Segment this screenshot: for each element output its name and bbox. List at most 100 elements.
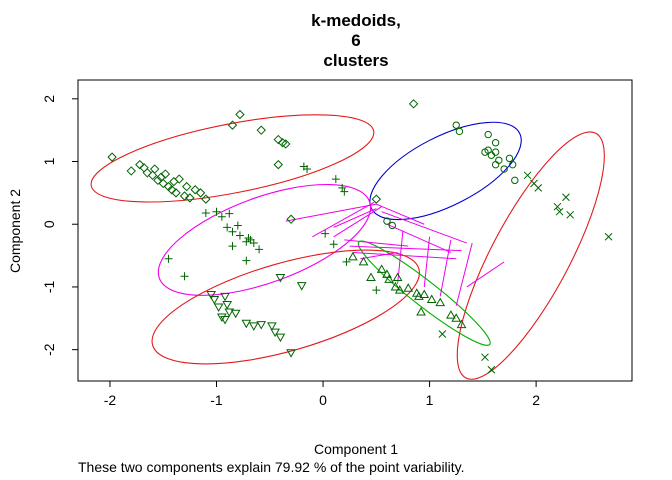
point-triangle-up <box>382 269 392 278</box>
cluster-link-line <box>360 251 398 260</box>
point-x <box>553 202 562 211</box>
point-circle <box>491 139 500 147</box>
point-triangle-down <box>241 319 252 329</box>
point-triangle-up <box>416 307 426 316</box>
point-circle <box>481 148 489 156</box>
point-plus <box>372 286 381 295</box>
cluster-link-line <box>312 201 375 238</box>
point-diamond <box>235 109 245 120</box>
cluster-link-line <box>439 239 452 297</box>
cluster-ellipse-3 <box>456 131 605 380</box>
point-circle <box>487 151 496 159</box>
point-diamond <box>147 170 158 181</box>
point-plus <box>164 254 173 263</box>
point-diamond <box>195 188 206 198</box>
x-axis: -2 -1 0 1 2 <box>104 380 540 408</box>
point-triangle-down <box>222 300 233 310</box>
point-x <box>534 184 543 192</box>
point-diamond <box>371 194 382 204</box>
point-triangle-up <box>426 294 437 303</box>
point-diamond <box>277 138 288 148</box>
point-triangle-up <box>358 256 369 266</box>
point-diamond <box>150 164 160 174</box>
point-diamond <box>167 185 177 195</box>
point-triangle-down <box>286 349 296 358</box>
chart-title: k-medoids, 6 clusters <box>311 11 401 70</box>
point-plus <box>331 175 340 184</box>
point-diamond <box>273 134 283 145</box>
point-diamond <box>171 188 181 198</box>
y-tick-label: 0 <box>41 220 57 228</box>
point-triangle-down <box>256 321 267 330</box>
point-triangle-up <box>451 313 462 322</box>
cluster-ellipse-2 <box>369 121 522 221</box>
point-circle <box>484 130 492 139</box>
cluster-link-line <box>333 208 377 228</box>
cluster-link-line <box>333 206 382 238</box>
point-plus <box>212 207 221 216</box>
point-plus <box>228 242 237 251</box>
point-diamond <box>256 125 266 135</box>
point-triangle-up <box>456 319 467 329</box>
point-plus <box>228 227 237 236</box>
point-triangle-down <box>267 322 277 331</box>
title-line-1: k-medoids, <box>311 11 401 30</box>
cluster-ellipse-5 <box>151 249 420 365</box>
point-circle <box>491 148 500 156</box>
point-diamond <box>153 175 163 186</box>
point-plus <box>249 239 258 248</box>
cluster-link-lines <box>285 201 505 306</box>
x-axis-label: Component 1 <box>314 441 398 457</box>
point-triangle-up <box>403 283 414 292</box>
point-plus <box>244 234 253 243</box>
x-tick-label: 1 <box>426 392 434 408</box>
y-tick-label: 2 <box>41 95 57 103</box>
point-x <box>523 171 532 180</box>
title-line-2: 6 <box>351 31 360 50</box>
point-triangle-down <box>213 303 224 313</box>
point-triangle-up <box>366 272 376 282</box>
x-tick-label: -1 <box>210 392 223 408</box>
y-axis: -2 -1 0 1 2 <box>41 95 79 356</box>
point-diamond <box>135 159 145 170</box>
point-triangle-up <box>435 297 446 307</box>
point-x <box>566 210 575 219</box>
y-tick-label: -1 <box>41 281 57 294</box>
x-tick-label: -2 <box>104 392 117 408</box>
cluster-link-line <box>349 245 462 252</box>
cluster-link-line <box>344 239 409 247</box>
point-diamond <box>158 178 168 189</box>
point-triangle-down <box>248 322 259 331</box>
point-circle <box>500 165 508 173</box>
point-triangle-down <box>270 328 280 338</box>
data-points <box>107 99 613 374</box>
point-plus <box>329 240 338 249</box>
point-triangle-down <box>296 282 307 291</box>
point-plus <box>223 223 232 232</box>
point-circle <box>388 221 396 230</box>
point-triangle-down <box>220 316 230 325</box>
point-plus <box>242 256 251 265</box>
point-x <box>555 207 564 216</box>
point-plus <box>242 237 251 246</box>
point-diamond <box>107 152 117 162</box>
point-x <box>604 232 613 241</box>
point-triangle-up <box>446 310 456 319</box>
point-diamond <box>201 194 211 204</box>
point-circle <box>495 156 503 164</box>
point-diamond <box>160 169 171 179</box>
point-diamond <box>174 174 184 184</box>
cluster-ellipse-1 <box>90 114 375 203</box>
point-triangle-up <box>376 264 387 273</box>
plot-frame <box>77 79 633 382</box>
title-line-3: clusters <box>323 51 388 70</box>
point-diamond <box>185 193 195 203</box>
point-x <box>487 365 496 374</box>
point-plus <box>235 231 244 240</box>
point-circle <box>455 127 464 136</box>
point-triangle-up <box>419 289 430 298</box>
point-circle <box>383 217 391 225</box>
cluster-link-line <box>352 251 457 260</box>
point-circle <box>505 154 514 163</box>
